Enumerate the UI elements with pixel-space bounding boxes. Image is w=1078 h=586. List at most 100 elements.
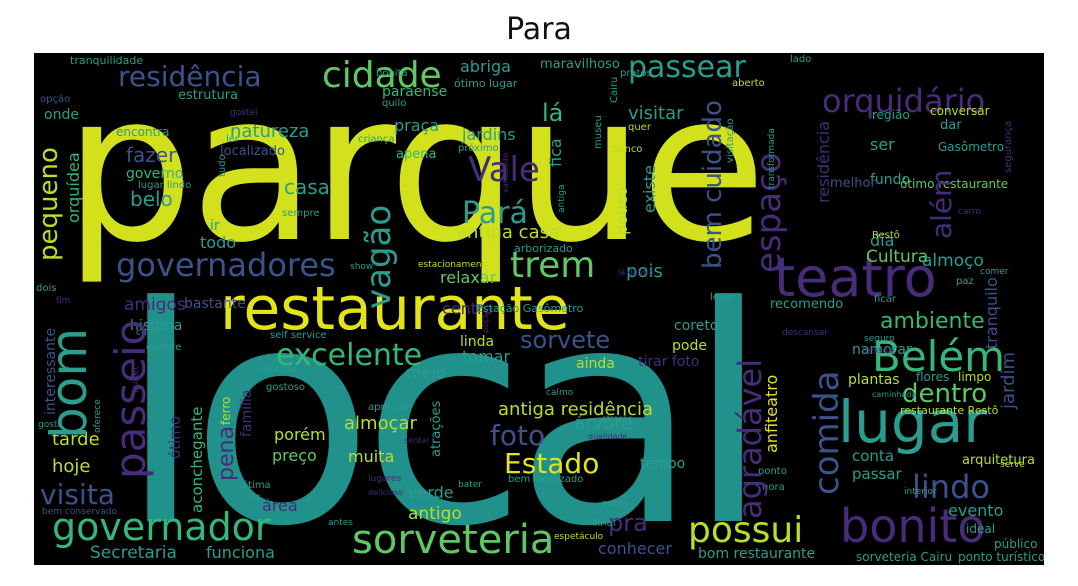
word-interior: interior [904, 487, 937, 497]
word-cairu: Cairu [609, 76, 620, 103]
word-orquidario: orquidário [822, 82, 986, 120]
word-grande: grande [146, 342, 182, 353]
word-estacao-gasometro: Estação Gasômetro [476, 302, 584, 315]
word-local: local [119, 243, 770, 566]
word-cloud: parque local restaurante lugar teatro bo… [34, 53, 1044, 565]
word-tranquilidade: tranquilidade [70, 54, 144, 67]
word-tempo: tempo [640, 456, 686, 472]
word-arvore: árvore [574, 413, 633, 434]
page-title: Para [506, 12, 572, 47]
word-carro: carro [958, 207, 982, 217]
word-orquidea: orquídea [64, 152, 83, 223]
word-lugar: lugar [838, 388, 988, 456]
word-proximo: próximo [458, 143, 499, 154]
word-estrutura: estrutura [178, 88, 239, 103]
word-apena: apena [396, 147, 437, 162]
word-teatro: teatro [774, 246, 937, 309]
word-ser: ser [870, 135, 895, 154]
word-almocar: almoçar [344, 413, 417, 434]
word-qualidade: qualidade [588, 432, 628, 441]
word-sentar: sentar [404, 436, 430, 445]
word-antigo: antigo [408, 504, 462, 524]
word-foto: foto [490, 419, 546, 452]
word-sempre: sempre [282, 208, 320, 219]
word-encontra: encontra [116, 125, 170, 139]
word-ler: ler [226, 134, 240, 145]
word-sorvete: sorvete [520, 326, 611, 354]
word-historia: história [130, 318, 183, 334]
word-delicioso: delicioso [368, 488, 404, 497]
word-tirar-foto: tirar foto [638, 354, 700, 370]
word-dois: dois [36, 283, 57, 294]
word-maravilhoso: maravilhoso [540, 57, 620, 72]
word-estacao: estação [258, 364, 298, 375]
word-amigos: amigos [124, 295, 186, 315]
word-familia: família [239, 389, 255, 437]
word-sorveteria: sorveteria [352, 517, 555, 563]
word-plantas: plantas [848, 372, 900, 388]
word-hora: hora [762, 482, 785, 493]
word-restaurante-resto: restaurante Restô [900, 404, 999, 417]
word-descansar: descansar [782, 328, 829, 338]
word-existe: existe [640, 165, 659, 213]
word-anfiteatro: anfiteatro [762, 374, 781, 453]
word-show: show [350, 262, 374, 272]
word-passar: passar [852, 465, 902, 483]
word-ambiente: ambiente [880, 309, 985, 334]
word-estacionamento: estacionamento [418, 260, 491, 270]
word-otima: ótima [242, 480, 271, 491]
word-lugar-lindo: lugar lindo [138, 180, 192, 191]
word-belo: belo [130, 187, 173, 211]
word-ainda: ainda [576, 356, 615, 372]
word-residencia: residência [118, 60, 262, 93]
word-jardim: jardim [998, 351, 1019, 409]
word-antiga: antiga [557, 184, 567, 213]
word-pra: pra [608, 509, 648, 537]
word-flores: flores [916, 370, 950, 384]
word-final: final [594, 518, 616, 529]
word-fundo: fundo [870, 172, 911, 188]
word-bem-cuidado: bem cuidado [698, 100, 728, 269]
word-tudo: tudo [217, 154, 228, 177]
word-antiga-residencia: antiga residência [498, 399, 653, 420]
word-apreciar: apreciar [368, 402, 410, 413]
word-pequeno: pequeno [34, 147, 64, 261]
word-museu: museu [593, 115, 604, 149]
word-excelente: excelente [276, 338, 423, 373]
word-belem: Belém [872, 332, 1006, 381]
word-atracao: atração [602, 414, 633, 423]
word-natureza: natureza [230, 121, 310, 142]
word-visitacao: visitação [725, 118, 736, 163]
word-aconchegante: aconchegante [188, 406, 206, 513]
word-coreto: coreto [674, 318, 719, 334]
word-dia: dia [870, 231, 895, 250]
word-vagao: vagão [359, 204, 399, 309]
word-sorveteria-cairu: sorveteria Cairu [856, 550, 953, 564]
word-lugares: lugares [368, 474, 402, 484]
word-otimo: ótimo [166, 415, 184, 459]
word-ideal: ideal [966, 522, 996, 536]
word-arquitetura: arquitetura [962, 453, 1035, 468]
word-la-dentro: lá dentro [618, 268, 654, 277]
word-ponto: ponto [758, 466, 787, 477]
word-melhor: melhor [830, 176, 876, 191]
word-governador: governador [52, 505, 271, 549]
word-ter: ter [246, 492, 261, 503]
word-alem: além [925, 169, 958, 239]
word-fim: fim [56, 296, 71, 306]
word-conhecer: conhecer [598, 539, 672, 558]
word-relaxar: relaxar [440, 268, 497, 287]
word-residencia-v: residência [814, 120, 833, 203]
word-buffet: buffet [131, 366, 141, 393]
word-namorar: namorar [852, 342, 912, 358]
word-pessoa: pessoa [862, 346, 894, 356]
word-restaurante: restaurante [220, 274, 570, 344]
word-curtir: curtir [136, 328, 161, 338]
word-bem-localizado: bem localizado [508, 474, 584, 485]
word-muita: muita [348, 447, 395, 466]
word-bater: bater [458, 480, 482, 490]
word-tomar: tomar [462, 347, 511, 366]
word-antiga-casa: antiga casa [456, 222, 561, 243]
word-calmo: calmo [546, 388, 574, 398]
word-linda: linda [460, 334, 495, 350]
